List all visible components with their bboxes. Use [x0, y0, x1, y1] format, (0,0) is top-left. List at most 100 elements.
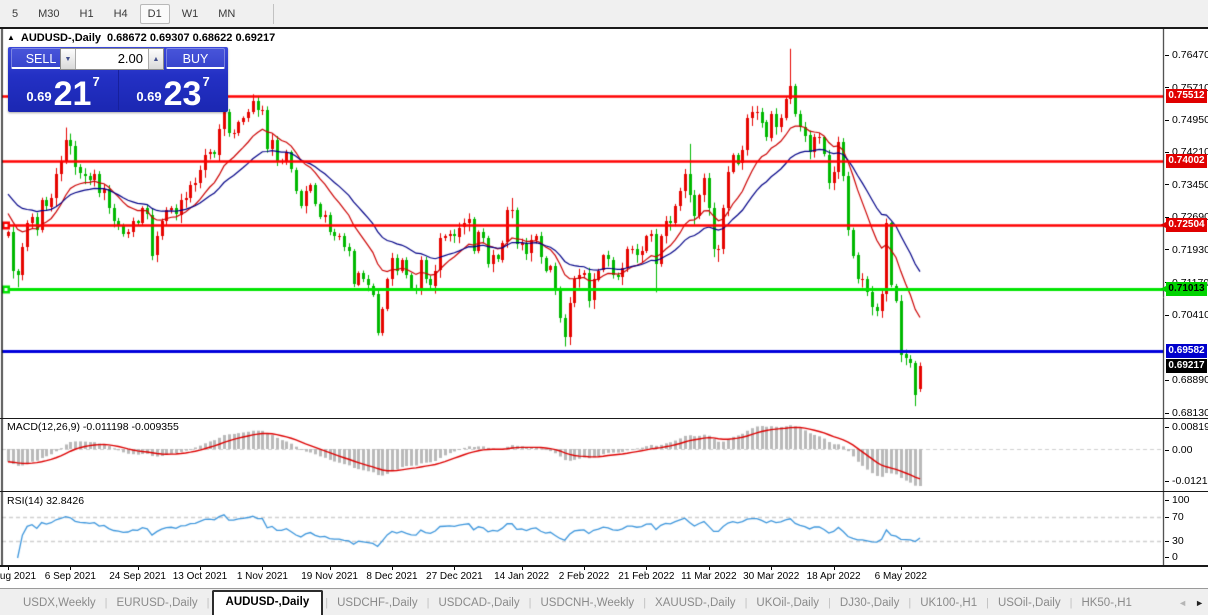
- bid-price-sup: 7: [92, 74, 100, 89]
- date-axis-label: 27 Dec 2021: [426, 571, 483, 582]
- tab-separator: |: [325, 597, 329, 609]
- date-axis: 18 Aug 2021 6 Sep 2021 24 Sep 2021 13 Oct 2…: [0, 566, 1165, 588]
- timeframe-toolbar: 5 M30 H1 H4 D1 W1 MN: [0, 0, 1208, 27]
- date-axis-label: 30 Mar 2022: [743, 571, 800, 582]
- chart-ohlc-values: 0.68672 0.69307 0.68622 0.69217: [107, 32, 276, 44]
- macd-axis-tick: 0.008197: [1165, 421, 1208, 433]
- date-axis-label: 21 Feb 2022: [618, 571, 675, 582]
- date-axis-tick: [70, 566, 72, 570]
- bid-price-prefix: 0.69: [26, 89, 52, 104]
- tab-separator: |: [206, 597, 210, 609]
- date-axis-tick: [137, 566, 139, 570]
- current-price-badge: 0.69217: [1166, 359, 1207, 374]
- timeframe-button-h4[interactable]: H4: [113, 7, 128, 20]
- ask-price-prefix: 0.69: [136, 89, 162, 104]
- date-axis-label: 2 Feb 2022: [558, 571, 610, 582]
- buy-button[interactable]: BUY: [166, 48, 225, 69]
- symbol-tab-usdcad[interactable]: USDCAD-,Daily: [438, 597, 520, 609]
- volume-decrease-button[interactable]: ▼: [61, 49, 76, 69]
- symbol-tab-uk100[interactable]: UK100-,H1: [920, 597, 978, 609]
- tab-separator: |: [744, 597, 748, 609]
- tab-separator: |: [643, 597, 647, 609]
- timeframe-button-mn[interactable]: MN: [218, 7, 236, 20]
- tab-separator: |: [528, 597, 532, 609]
- symbol-tab-dj30[interactable]: DJ30-,Daily: [839, 597, 900, 609]
- line-pointer-icon: [1160, 286, 1166, 293]
- timeframe-button-m30[interactable]: M30: [38, 7, 60, 20]
- ask-price[interactable]: 0.69 23 7: [118, 72, 228, 112]
- date-axis-label: 6 May 2022: [874, 571, 927, 582]
- date-axis-tick: [521, 566, 523, 570]
- symbol-tab-ukoil[interactable]: UKOil-,Daily: [756, 597, 820, 609]
- date-axis-label: 8 Dec 2021: [366, 571, 418, 582]
- date-axis-label: 18 Apr 2022: [806, 571, 861, 582]
- date-axis-tick: [771, 566, 773, 570]
- volume-input[interactable]: 2.00: [117, 51, 143, 66]
- symbol-tab-usoil[interactable]: USOil-,Daily: [997, 597, 1061, 609]
- chart-frame-top: [0, 27, 1208, 29]
- bid-price-big: 21: [53, 75, 92, 113]
- price-axis-tick: 0.74950: [1165, 114, 1208, 126]
- date-axis-tick: [584, 566, 585, 570]
- macd-indicator-label: MACD(12,26,9) -0.011198 -0.009355: [7, 421, 179, 433]
- date-axis-label: 13 Oct 2021: [172, 571, 228, 582]
- tab-scroll-arrows: ◄ ►: [1178, 598, 1204, 608]
- symbol-tab-eurusd[interactable]: EURUSD-,Daily: [116, 597, 198, 609]
- date-axis-label: 18 Aug 2021: [0, 571, 37, 582]
- date-axis-label: 14 Jan 2022: [494, 571, 550, 582]
- rsi-axis-tick: 0: [1165, 551, 1178, 563]
- rsi-panel-divider: [0, 491, 1208, 492]
- rsi-axis-tick: 100: [1165, 494, 1190, 506]
- rsi-indicator-label: RSI(14) 32.8426: [7, 495, 85, 507]
- price-axis-tick: 0.73450: [1165, 179, 1208, 191]
- date-axis-tick: [262, 566, 264, 570]
- price-axis-tick: 0.68890: [1165, 374, 1208, 386]
- tab-separator: |: [908, 597, 912, 609]
- bid-price[interactable]: 0.69 21 7: [8, 72, 118, 112]
- symbol-tab-usdx[interactable]: USDX,Weekly: [23, 597, 96, 609]
- symbol-tab-usdchf[interactable]: USDCHF-,Daily: [337, 597, 418, 609]
- price-axis-tick: 0.76470: [1165, 49, 1208, 61]
- price-level-badge: 0.71013: [1160, 282, 1207, 297]
- tab-scroll-left-icon[interactable]: ◄: [1178, 598, 1188, 608]
- one-click-trade-panel: SELL ▼ 2.00 ▲ BUY 0.69 21 7 0.69 23 7: [8, 47, 228, 112]
- price-chart-canvas[interactable]: [0, 29, 1165, 566]
- symbol-tab-bar: USDX,Weekly | EURUSD-,Daily | AUDUSD-,Daily |…: [0, 588, 1208, 615]
- date-axis-tick: [200, 566, 201, 570]
- volume-increase-button[interactable]: ▲: [148, 49, 163, 69]
- date-axis-tick: [392, 566, 393, 570]
- symbol-tab-hk50[interactable]: HK50-,H1: [1081, 597, 1132, 609]
- chart-frame-bottom: [0, 565, 1208, 567]
- macd-axis-tick: 0.00: [1165, 444, 1192, 456]
- trade-panel-divider: [118, 49, 119, 110]
- timeframe-button-w1[interactable]: W1: [181, 7, 199, 20]
- toolbar-separator: [273, 3, 275, 24]
- price-level-badge: 0.72504: [1160, 218, 1207, 233]
- ask-price-sup: 7: [202, 74, 210, 89]
- chart-symbol-label: AUDUSD-,Daily: [20, 32, 101, 44]
- rsi-axis-tick: 70: [1165, 511, 1184, 523]
- date-axis-tick: [708, 566, 710, 570]
- symbol-tab-usdcnh[interactable]: USDCNH-,Weekly: [540, 597, 635, 609]
- date-axis-tick: [454, 566, 456, 570]
- price-level-badge: 0.75512: [1166, 89, 1207, 104]
- collapse-trade-panel-icon[interactable]: ▲: [7, 33, 15, 42]
- price-axis-tick: 0.70410: [1165, 309, 1208, 321]
- symbol-tab-audusd[interactable]: AUDUSD-,Daily: [211, 590, 324, 615]
- tab-separator: |: [104, 597, 108, 609]
- price-axis-tick: 0.71930: [1165, 244, 1208, 256]
- tab-scroll-right-icon[interactable]: ►: [1195, 598, 1204, 608]
- date-axis-label: 24 Sep 2021: [109, 571, 166, 582]
- chart-title: ▲ AUDUSD-,Daily 0.68672 0.69307 0.68622 …: [7, 32, 275, 44]
- date-axis-tick: [900, 566, 902, 570]
- timeframe-button-5[interactable]: 5: [12, 7, 19, 20]
- date-axis-label: 6 Sep 2021: [44, 571, 96, 582]
- price-level-badge: 0.74002: [1166, 153, 1207, 168]
- line-pointer-icon: [1160, 222, 1166, 229]
- tab-separator: |: [1069, 597, 1073, 609]
- timeframe-button-h1[interactable]: H1: [79, 7, 94, 20]
- timeframe-button-d1[interactable]: D1: [139, 3, 170, 24]
- date-axis-tick: [833, 566, 835, 570]
- symbol-tab-xauusd[interactable]: XAUUSD-,Daily: [655, 597, 736, 609]
